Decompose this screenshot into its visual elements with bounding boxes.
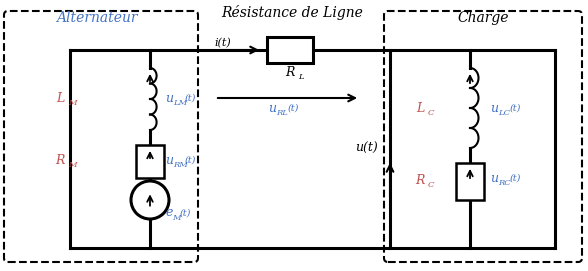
Text: R: R: [415, 173, 425, 186]
Text: M: M: [172, 214, 181, 222]
Text: RC: RC: [498, 179, 510, 187]
Text: (t): (t): [510, 104, 522, 112]
Text: LM: LM: [173, 99, 187, 107]
Text: (t): (t): [185, 93, 196, 102]
Text: C: C: [428, 109, 435, 117]
Text: u: u: [165, 153, 173, 166]
Bar: [456, 163, 484, 200]
Text: L: L: [416, 102, 424, 115]
Text: Résistance de Ligne: Résistance de Ligne: [221, 5, 363, 20]
Text: (t): (t): [288, 104, 299, 112]
Text: LC: LC: [498, 109, 510, 117]
Text: L: L: [298, 73, 303, 81]
Text: M: M: [68, 99, 76, 107]
Text: Charge: Charge: [457, 11, 509, 25]
Text: (t): (t): [510, 173, 522, 182]
Text: u: u: [490, 102, 498, 115]
Bar: [136, 145, 164, 178]
Text: R: R: [285, 66, 295, 79]
Text: u: u: [268, 102, 276, 115]
Text: u(t): u(t): [355, 141, 377, 154]
Text: e: e: [165, 207, 172, 220]
Text: (t): (t): [180, 208, 191, 218]
Circle shape: [131, 181, 169, 219]
Text: RM: RM: [173, 161, 188, 169]
Text: (t): (t): [185, 156, 196, 164]
Text: i(t): i(t): [214, 38, 230, 48]
Text: C: C: [428, 181, 435, 189]
Text: u: u: [490, 172, 498, 185]
Text: R: R: [55, 153, 65, 166]
Text: M: M: [68, 161, 76, 169]
Text: Alternateur: Alternateur: [56, 11, 138, 25]
Bar: [267, 37, 313, 63]
Text: L: L: [56, 92, 64, 105]
Text: RL: RL: [276, 109, 288, 117]
Text: u: u: [165, 92, 173, 105]
